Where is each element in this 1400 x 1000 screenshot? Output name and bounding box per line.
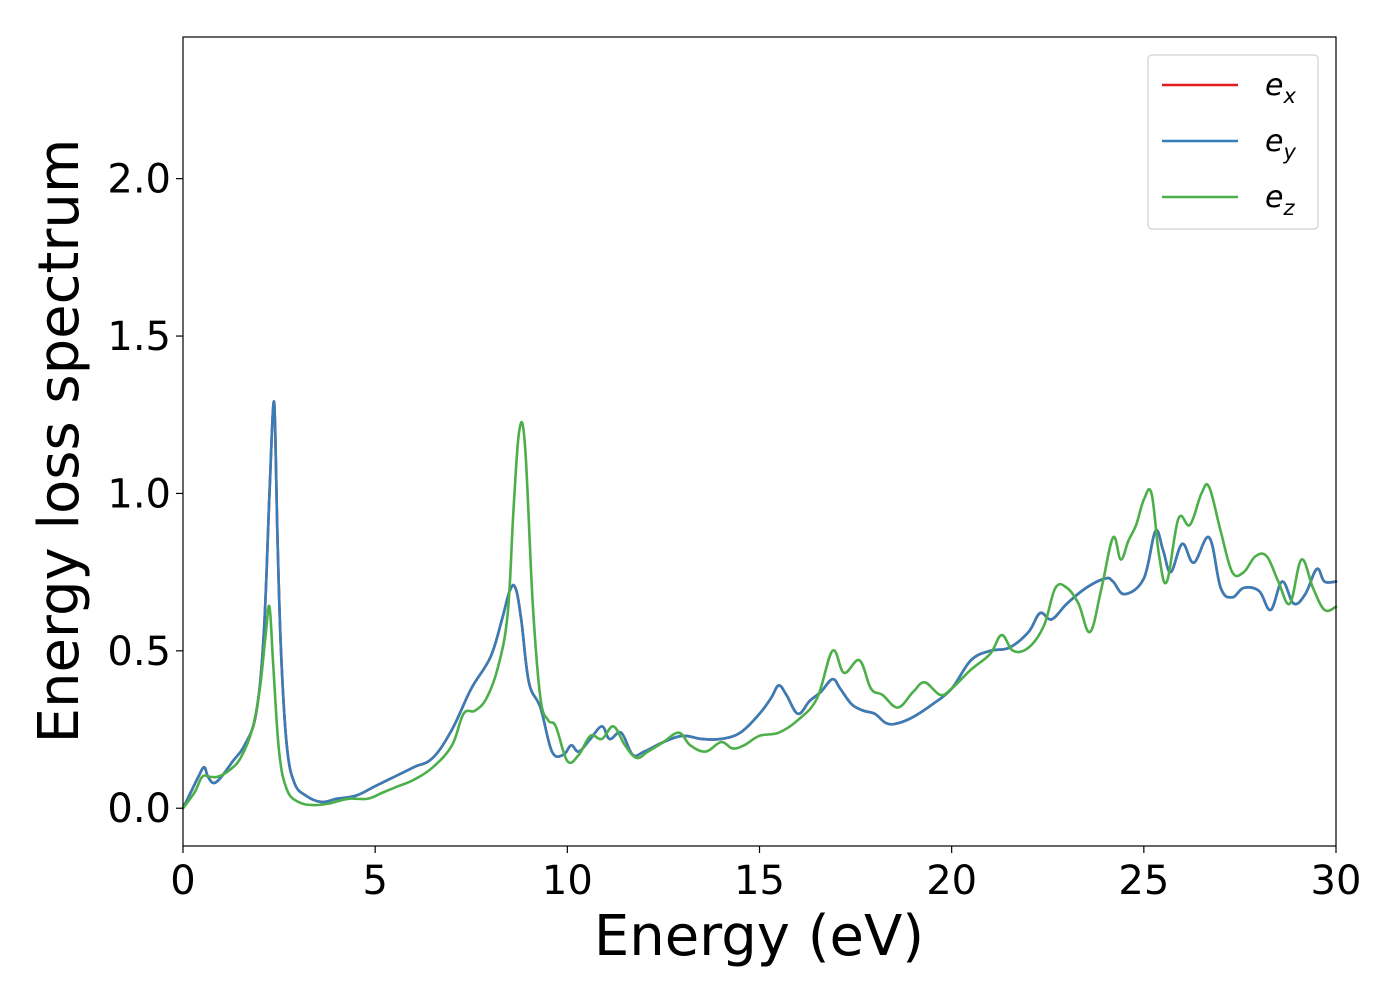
legend-label-e-y: ey — [1265, 124, 1296, 164]
plot-area — [183, 37, 1336, 846]
series-line-e-z — [181, 420, 1338, 810]
y-tick-label: 1.5 — [107, 314, 171, 360]
x-tick-label: 0 — [170, 858, 195, 904]
y-tick-label: 2.0 — [107, 157, 171, 203]
y-tick-label: 0.5 — [107, 629, 171, 675]
legend-label-e-z: ez — [1265, 180, 1295, 220]
legend-label-e-x: ex — [1265, 68, 1296, 108]
y-tick-label: 1.0 — [107, 471, 171, 517]
x-tick-label: 30 — [1311, 858, 1362, 904]
y-tick-label: 0.0 — [107, 786, 171, 832]
y-axis-ticks: 0.0 0.5 1.0 1.5 2.0 — [107, 157, 183, 832]
x-tick-label: 25 — [1118, 858, 1169, 904]
x-axis-ticks: 0 5 10 15 20 25 30 — [170, 846, 1361, 904]
y-axis-title: Energy loss spectrum — [27, 139, 92, 744]
x-tick-label: 5 — [362, 858, 387, 904]
legend-items: ex ey ez — [1162, 68, 1296, 220]
legend: ex ey ez — [1147, 54, 1319, 230]
series-layer — [181, 400, 1338, 810]
x-tick-label: 20 — [926, 858, 977, 904]
x-tick-label: 15 — [734, 858, 785, 904]
x-tick-label: 10 — [542, 858, 593, 904]
x-axis-title: Energy (eV) — [594, 904, 924, 969]
